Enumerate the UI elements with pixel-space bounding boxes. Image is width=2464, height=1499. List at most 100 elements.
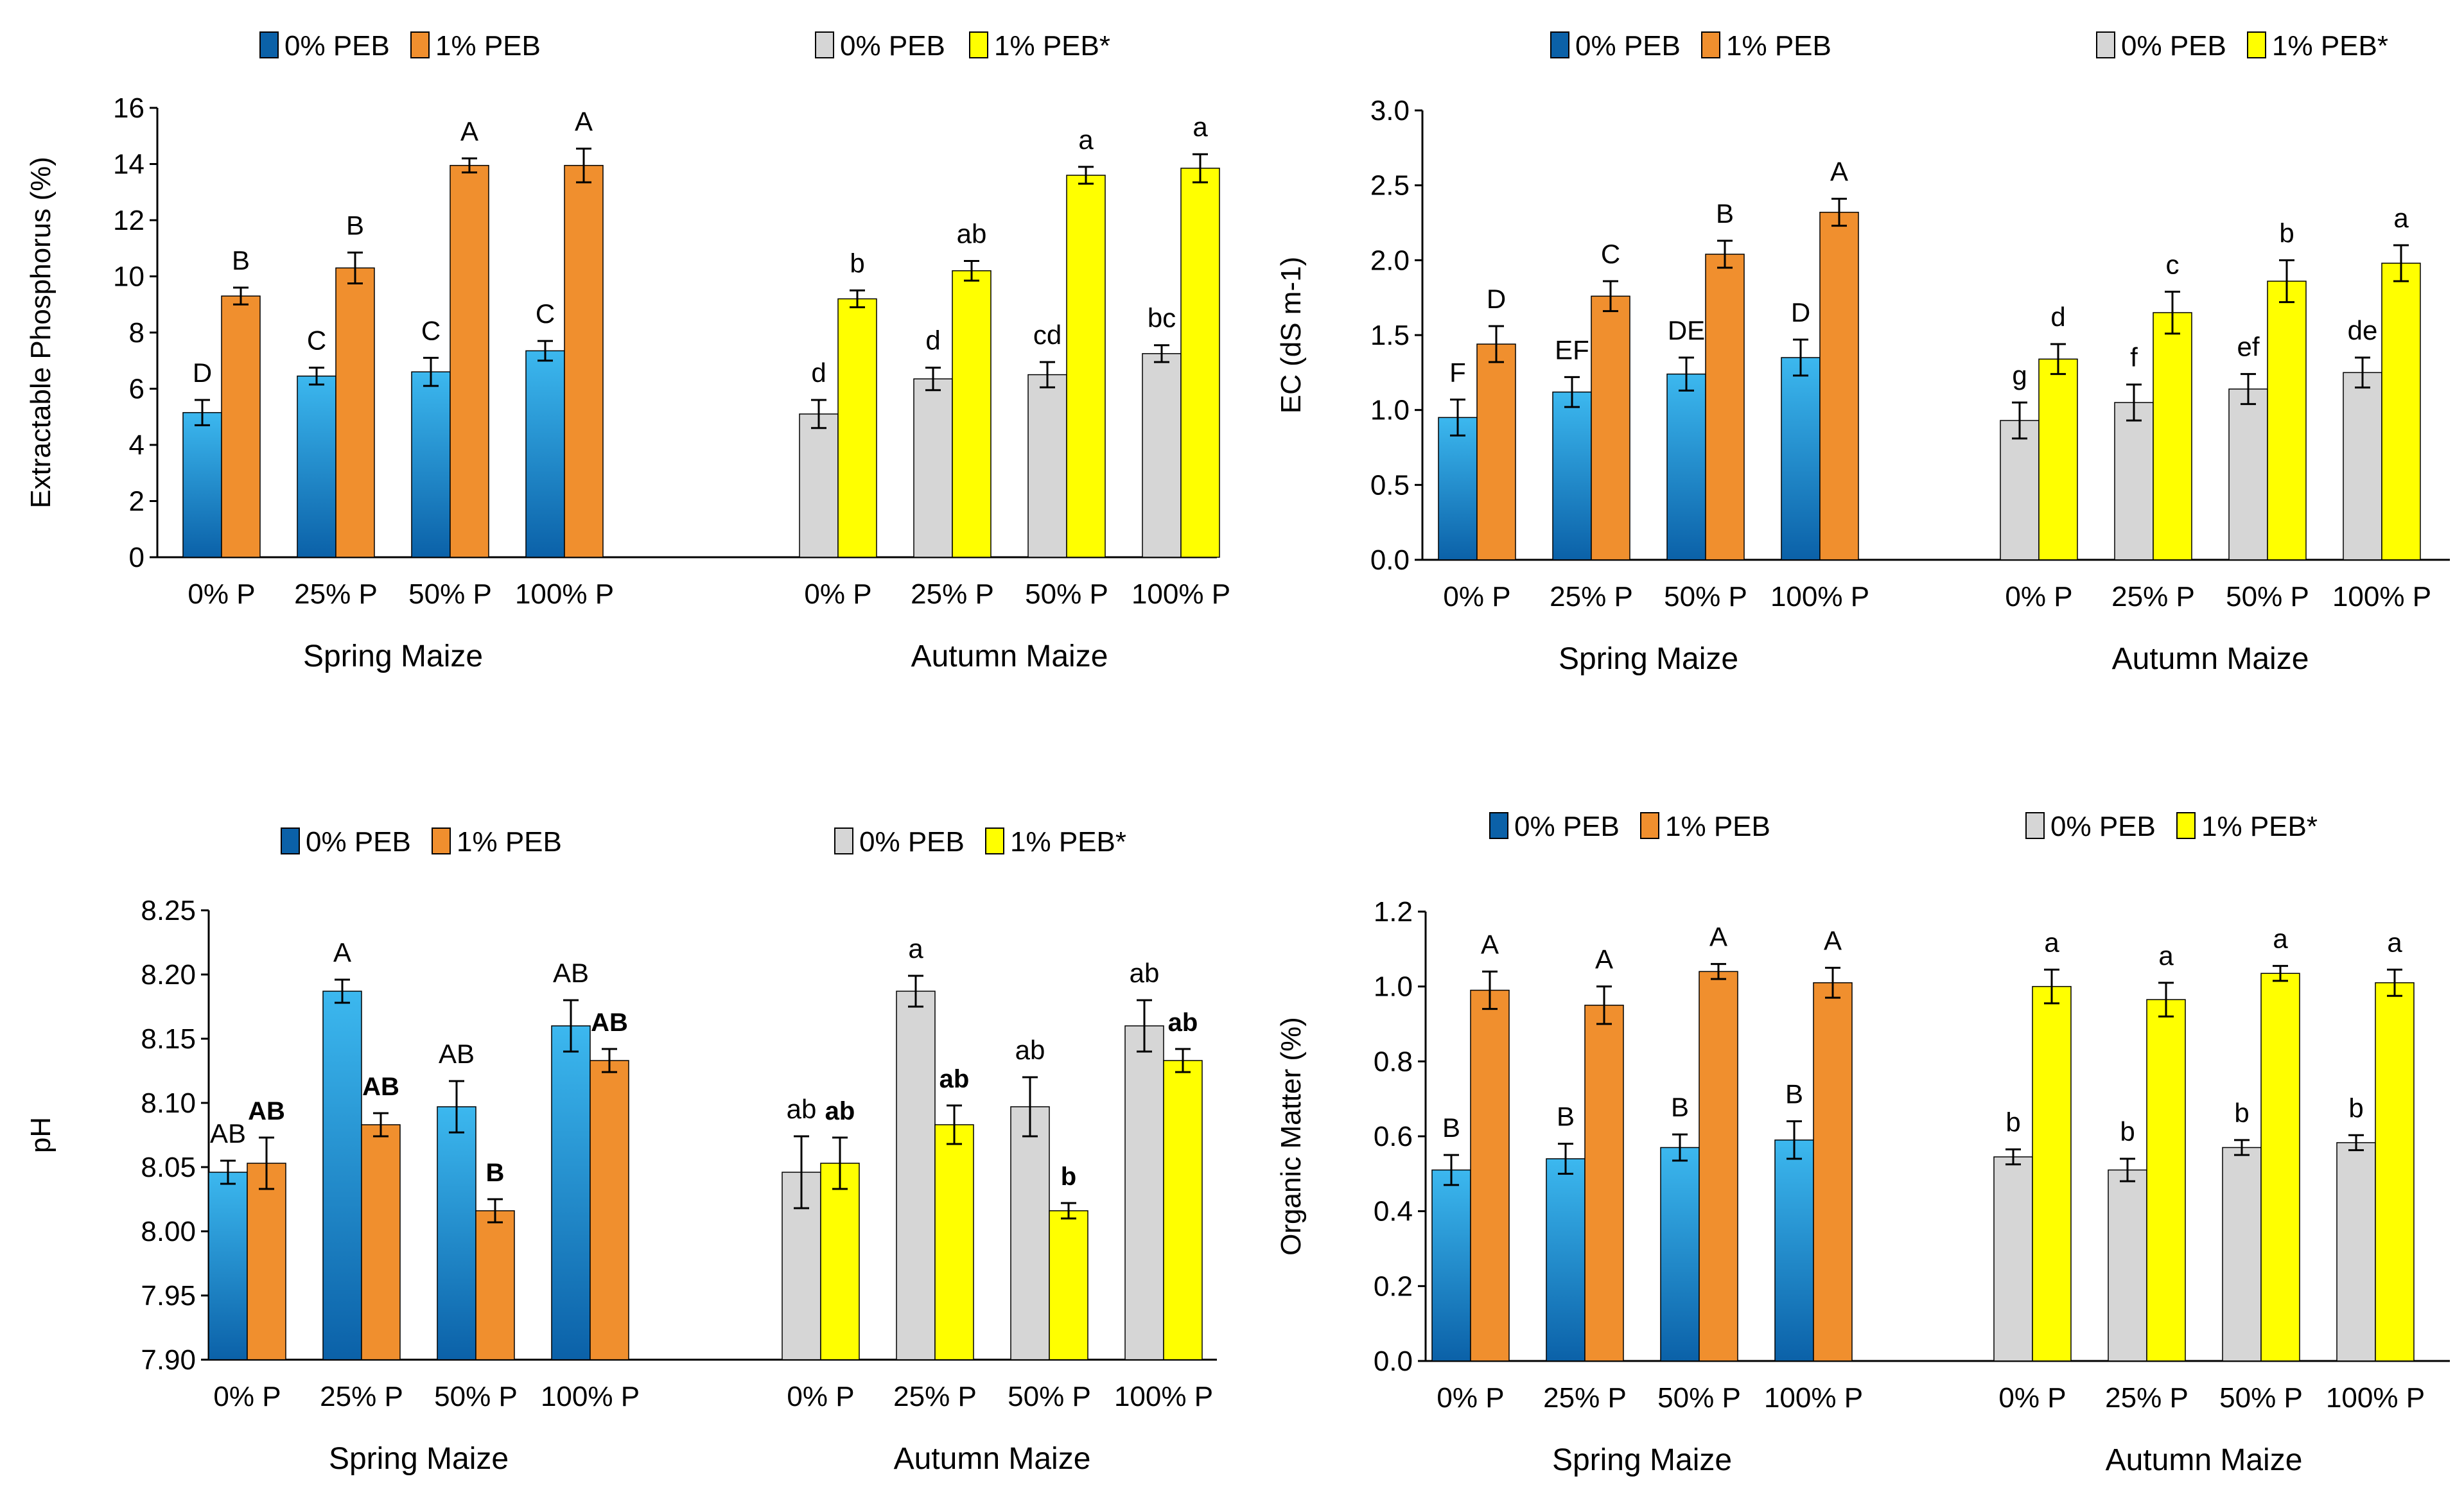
bar-blue bbox=[1666, 373, 1706, 560]
bar-orange bbox=[221, 295, 261, 558]
y-tick-label: 0 bbox=[129, 542, 144, 573]
bar-orange bbox=[1813, 982, 1853, 1362]
y-tick-label: 6 bbox=[129, 374, 144, 405]
bar-gray bbox=[2228, 388, 2268, 560]
y-tick-label: 8.25 bbox=[141, 895, 196, 926]
y-axis-label: Extractable Phosphorus (%) bbox=[25, 157, 57, 508]
x-tick-label: 100% P bbox=[541, 1381, 640, 1412]
significance-letter: d bbox=[2050, 302, 2065, 332]
bar-yellow bbox=[1180, 168, 1220, 558]
x-tick-label: 100% P bbox=[1114, 1381, 1213, 1412]
group-label: Spring Maize bbox=[1559, 642, 1738, 676]
significance-letter: C bbox=[1601, 239, 1620, 269]
bar-orange bbox=[1699, 971, 1738, 1362]
significance-letter: ab bbox=[1015, 1035, 1045, 1065]
significance-letter: d bbox=[811, 358, 826, 388]
bar-blue bbox=[551, 1025, 591, 1360]
bar-blue bbox=[297, 376, 336, 558]
significance-letter: ab bbox=[787, 1094, 817, 1124]
x-tick-label: 50% P bbox=[1664, 581, 1747, 612]
legend-swatch-orange bbox=[1640, 812, 1659, 839]
significance-letter: A bbox=[1481, 929, 1499, 959]
bar-orange bbox=[450, 164, 489, 558]
significance-letter: B bbox=[232, 245, 250, 275]
significance-letter: AB bbox=[439, 1039, 475, 1069]
significance-letter: C bbox=[536, 299, 555, 329]
bar-yellow bbox=[837, 298, 877, 558]
significance-letter: a bbox=[1078, 125, 1094, 155]
legend-label: 1% PEB bbox=[435, 30, 541, 62]
legend-swatch-orange bbox=[432, 827, 451, 854]
x-tick-label: 25% P bbox=[911, 578, 994, 610]
bar-gray bbox=[1124, 1025, 1164, 1360]
group-label: Spring Maize bbox=[329, 1442, 509, 1476]
y-tick-label: 2 bbox=[129, 486, 144, 517]
significance-letter: ab bbox=[1130, 958, 1160, 988]
bar-gray bbox=[1027, 374, 1067, 558]
y-tick-label: 4 bbox=[129, 429, 144, 461]
group-label: Autumn Maize bbox=[2112, 642, 2309, 676]
legend-swatch-gray bbox=[815, 31, 834, 58]
y-tick-label: 0.0 bbox=[1370, 544, 1410, 576]
bar-blue bbox=[437, 1106, 476, 1360]
y-tick-label: 8.10 bbox=[141, 1087, 196, 1119]
x-tick-label: 0% P bbox=[804, 578, 871, 610]
x-tick-label: 0% P bbox=[787, 1381, 854, 1412]
significance-letter: AB bbox=[210, 1118, 246, 1148]
bar-yellow bbox=[2381, 263, 2421, 560]
group-label: Spring Maize bbox=[303, 639, 483, 673]
group-label: Autumn Maize bbox=[894, 1442, 1091, 1476]
x-tick-label: 50% P bbox=[1008, 1381, 1091, 1412]
y-tick-label: 8.20 bbox=[141, 959, 196, 991]
bar-yellow bbox=[1049, 1210, 1088, 1360]
significance-letter: b bbox=[2234, 1098, 2249, 1128]
legend-swatch-yellow bbox=[2176, 812, 2196, 839]
bar-orange bbox=[564, 164, 604, 558]
significance-letter: a bbox=[1193, 112, 1208, 142]
significance-letter: A bbox=[460, 116, 478, 146]
bar-blue bbox=[1552, 391, 1592, 560]
y-tick-label: 1.0 bbox=[1370, 395, 1410, 426]
y-tick-label: 14 bbox=[113, 149, 144, 180]
significance-letter: AB bbox=[248, 1097, 285, 1125]
significance-letter: ef bbox=[2237, 332, 2259, 362]
x-tick-label: 100% P bbox=[2332, 581, 2431, 612]
x-tick-label: 50% P bbox=[1025, 578, 1108, 610]
x-tick-label: 25% P bbox=[1550, 581, 1633, 612]
legend-swatch-gray bbox=[2025, 812, 2045, 839]
bar-blue bbox=[1438, 417, 1478, 560]
y-tick-label: 8.15 bbox=[141, 1023, 196, 1055]
significance-letter: C bbox=[307, 325, 326, 356]
bar-orange bbox=[1705, 254, 1745, 560]
y-axis-label: EC (dS m-1) bbox=[1275, 257, 1307, 413]
x-tick-label: 25% P bbox=[320, 1381, 403, 1412]
bar-yellow bbox=[2260, 973, 2300, 1362]
y-tick-label: 0.5 bbox=[1370, 469, 1410, 501]
significance-letter: b bbox=[2005, 1107, 2020, 1137]
bar-yellow bbox=[1066, 175, 1106, 558]
bar-gray bbox=[2336, 1142, 2376, 1362]
legend-swatch-blue bbox=[1489, 812, 1508, 839]
x-tick-label: 25% P bbox=[294, 578, 378, 610]
legend-label: 0% PEB bbox=[1575, 30, 1681, 62]
significance-letter: g bbox=[2012, 360, 2027, 390]
significance-letter: B bbox=[1557, 1102, 1575, 1132]
chart-ec: 0% PEB 1% PEB 0% PEB 1% PEB* 0.0 0.5 1.0 1.5 2.0… bbox=[1275, 30, 2450, 676]
significance-letter: D bbox=[193, 358, 212, 388]
significance-letter: EF bbox=[1555, 334, 1589, 365]
significance-letter: DE bbox=[1668, 315, 1705, 345]
significance-letter: B bbox=[346, 210, 364, 240]
chart-organic-matter: 0% PEB 1% PEB 0% PEB 1% PEB* 0.0 0.2 0.4 0.6 0.8… bbox=[1275, 811, 2450, 1477]
x-tick-label: 0% P bbox=[1998, 1382, 2066, 1414]
significance-letter: b bbox=[2120, 1116, 2135, 1147]
bar-orange bbox=[475, 1210, 515, 1360]
bar-orange bbox=[361, 1124, 401, 1360]
legend-label: 0% PEB bbox=[306, 826, 411, 858]
bar-orange bbox=[590, 1060, 629, 1360]
x-tick-label: 0% P bbox=[213, 1381, 281, 1412]
significance-letter: de bbox=[2348, 315, 2378, 345]
y-tick-label: 0.4 bbox=[1374, 1196, 1413, 1227]
y-tick-label: 8 bbox=[129, 317, 144, 349]
legend-swatch-yellow bbox=[969, 31, 988, 58]
significance-letter: B bbox=[1442, 1113, 1460, 1143]
